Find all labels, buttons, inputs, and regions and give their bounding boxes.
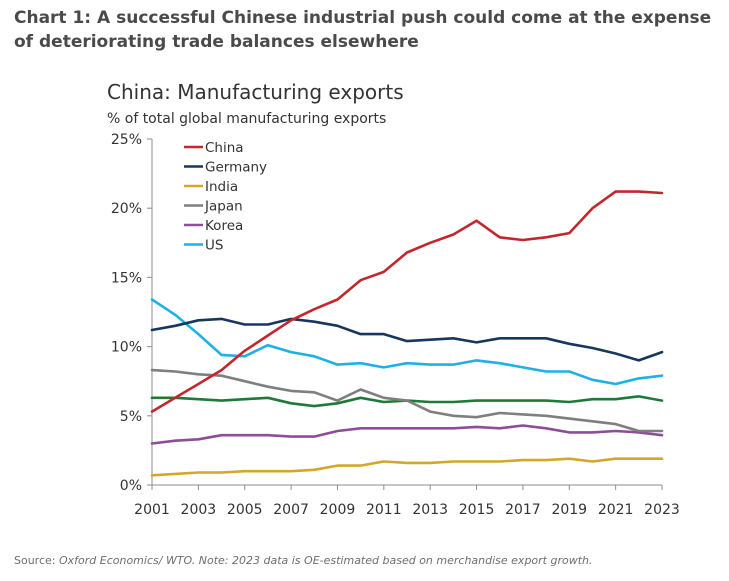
source-text: Oxford Economics/ WTO. Note: 2023 data i… [58, 554, 593, 567]
legend-label: US [205, 238, 223, 254]
y-tick-label: 25% [111, 132, 142, 148]
y-tick-label: 15% [111, 270, 142, 286]
x-tick-label: 2021 [598, 502, 634, 518]
x-tick-label: 2013 [412, 502, 448, 518]
x-tick-label: 2001 [134, 502, 170, 518]
legend-label: Japan [204, 199, 243, 215]
page-headline: Chart 1: A successful Chinese industrial… [14, 8, 712, 52]
x-tick-label: 2015 [459, 502, 495, 518]
series-line-korea [150, 424, 664, 445]
series-line-japan [150, 368, 664, 433]
x-tick-label: 2007 [273, 502, 309, 518]
series-line-india [150, 457, 664, 477]
series-line-germany [150, 317, 664, 362]
legend-label: Korea [205, 218, 243, 234]
legend-label: China [205, 140, 244, 156]
y-tick-label: 5% [120, 409, 142, 425]
y-tick-label: 0% [120, 478, 142, 494]
source-note: Source: Oxford Economics/ WTO. Note: 202… [14, 554, 593, 567]
legend-label: Germany [205, 160, 267, 176]
chart-title: China: Manufacturing exports [107, 80, 404, 104]
chart-subtitle: % of total global manufacturing exports [107, 111, 386, 127]
y-tick-label: 10% [111, 340, 142, 356]
chart-series [150, 190, 664, 477]
y-tick-label: 20% [111, 201, 142, 217]
chart-legend: China Germany India Japan Korea US [184, 140, 267, 254]
x-tick-label: 2003 [181, 502, 217, 518]
chart-axes: 0% 5% 10% 15% 20% 25% 2001 2003 2005 2007 2009 2011… [111, 132, 680, 518]
x-tick-label: 2009 [320, 502, 356, 518]
legend-label: India [205, 179, 238, 195]
x-tick-label: 2019 [551, 502, 587, 518]
source-label: Source: [14, 554, 59, 567]
x-tick-label: 2023 [644, 502, 680, 518]
x-tick-label: 2017 [505, 502, 541, 518]
series-line-china [150, 190, 664, 413]
x-tick-label: 2011 [366, 502, 402, 518]
x-tick-label: 2005 [227, 502, 263, 518]
